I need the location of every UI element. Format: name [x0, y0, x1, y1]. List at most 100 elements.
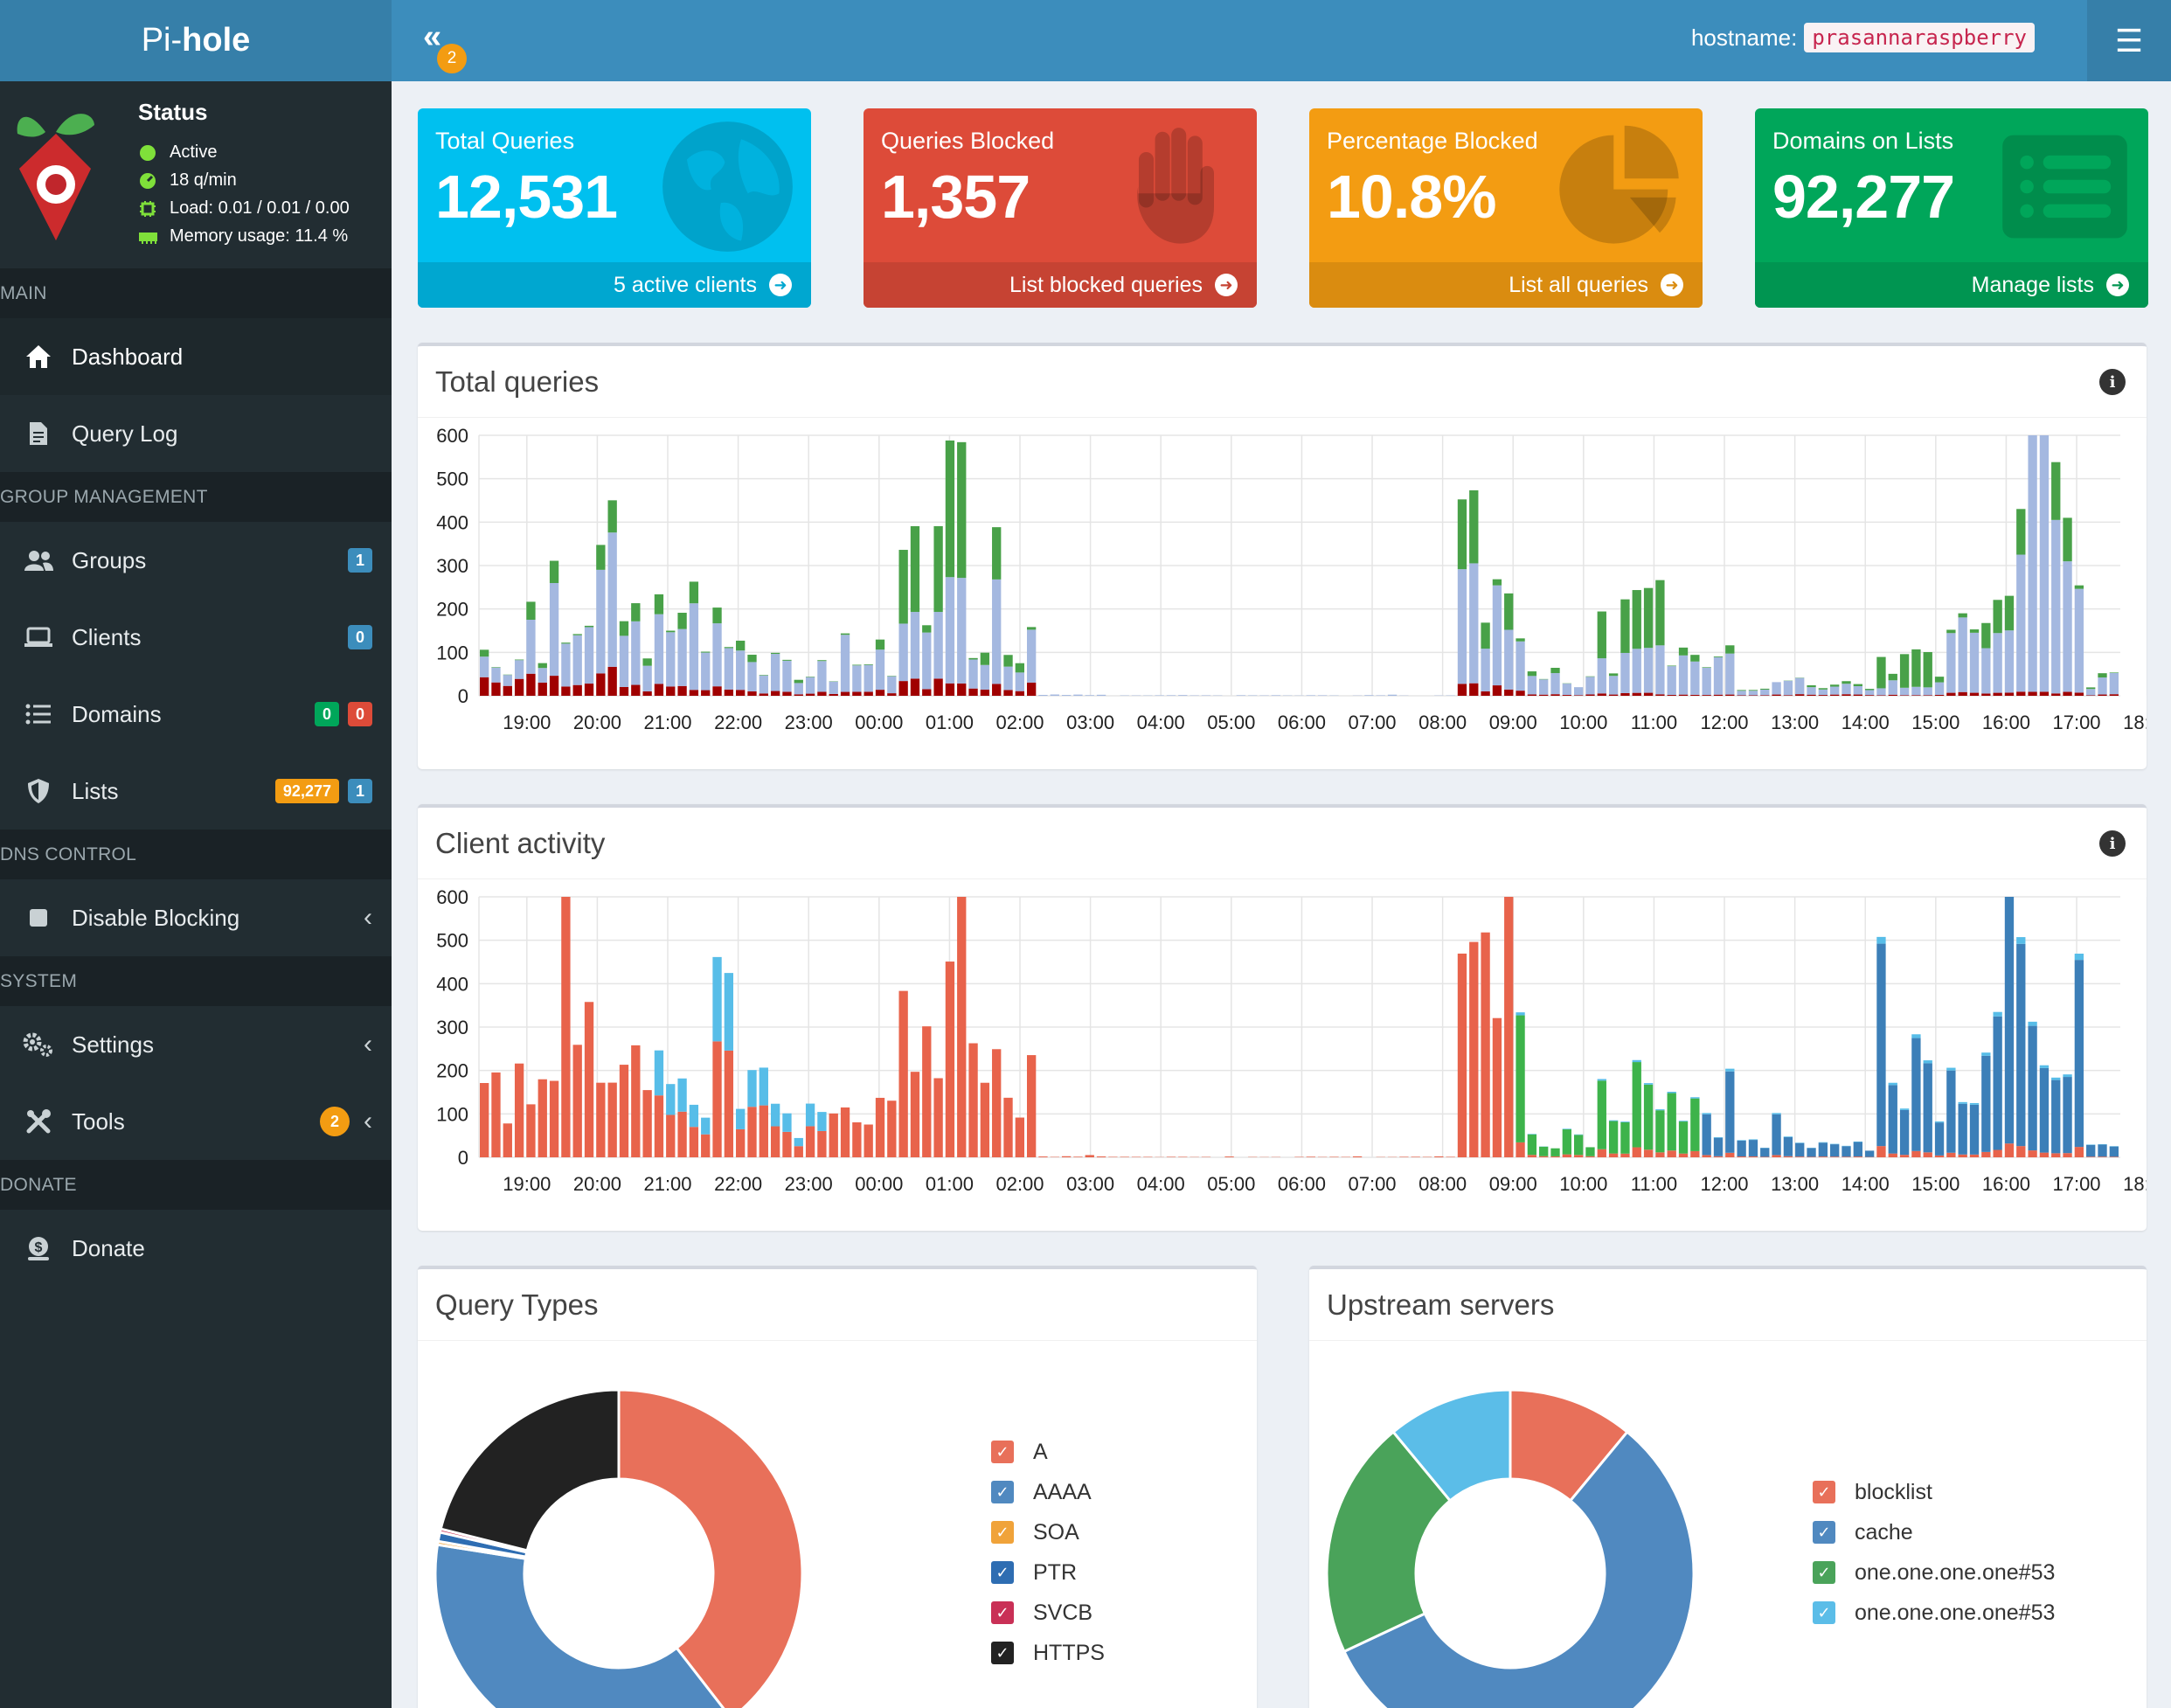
chart-bar-segment	[596, 569, 606, 674]
sidebar-item-donate[interactable]: $ Donate	[0, 1210, 392, 1287]
sidebar-item-lists[interactable]: Lists 92,277 1	[0, 753, 392, 830]
sidebar-item-settings[interactable]: Settings ‹	[0, 1006, 392, 1083]
x-tick-label: 18:00	[2123, 1173, 2147, 1195]
chart-bar-segment	[666, 1084, 676, 1115]
chart-bar-segment	[2063, 517, 2072, 562]
chart-bar-segment	[1620, 1121, 1630, 1122]
x-tick-label: 04:00	[1137, 1173, 1185, 1195]
chart-bar-segment	[2086, 695, 2096, 696]
chart-bar-segment	[794, 683, 803, 695]
sidebar-item-tools[interactable]: Tools 2 ‹	[0, 1083, 392, 1160]
chart-bar-segment	[1958, 1103, 1967, 1155]
sidebar-item-dashboard[interactable]: Dashboard	[0, 318, 392, 395]
chart-bar-segment	[933, 525, 943, 613]
info-icon[interactable]: i	[2099, 830, 2126, 857]
chart-bar-segment	[1166, 695, 1176, 696]
chart-bar-segment	[514, 678, 524, 696]
chart-bar-segment	[596, 545, 606, 570]
legend-item[interactable]: ✓ SOA	[991, 1512, 1105, 1552]
legend-item[interactable]: ✓ A	[991, 1432, 1105, 1472]
chart-bar-segment	[957, 683, 967, 696]
chart-bar-segment	[654, 684, 664, 696]
chart-bar-segment	[910, 525, 920, 613]
legend-item[interactable]: ✓ SVCB	[991, 1593, 1105, 1633]
chart-bar-segment	[1899, 687, 1910, 696]
chart-bar-segment	[712, 608, 722, 624]
chart-bar-segment	[503, 1123, 512, 1157]
chart-bar-segment	[1760, 689, 1770, 696]
sidebar-item-groups[interactable]: Groups 1	[0, 522, 392, 599]
chart-bar-segment	[1481, 932, 1490, 1157]
chart-bar-segment	[2016, 937, 2026, 944]
chart-bar-segment	[1655, 580, 1665, 646]
chart-bar-segment	[1469, 941, 1479, 1157]
chart-bar-segment	[712, 623, 722, 687]
chart-bar-segment	[1597, 611, 1606, 659]
chart-bar-segment	[1876, 688, 1886, 696]
legend-item[interactable]: ✓ blocklist	[1813, 1472, 2055, 1512]
sidebar-item-domains[interactable]: Domains 0 0	[0, 676, 392, 753]
stat-footer-link[interactable]: List all queries ➜	[1309, 262, 1703, 308]
status-rate: 18 q/min	[138, 170, 237, 191]
chart-bar-segment	[526, 620, 536, 674]
legend-label: one.one.one.one#53	[1855, 1600, 2056, 1625]
legend-label: SOA	[1033, 1519, 1079, 1545]
chart-bar-segment	[1737, 1140, 1746, 1156]
info-icon[interactable]: i	[2099, 369, 2126, 395]
chart-bar-segment	[1876, 936, 1886, 944]
legend-item[interactable]: ✓ cache	[1813, 1512, 2055, 1552]
chart-bar-segment	[607, 532, 617, 667]
chart-bar-segment	[817, 1130, 827, 1157]
chart-bar-segment	[1271, 695, 1281, 696]
chart-bar-segment	[1690, 1097, 1700, 1099]
chart-bar-segment	[1539, 679, 1549, 695]
chart-bar-segment	[503, 675, 512, 686]
chart-bar-segment	[1155, 695, 1164, 696]
legend-item[interactable]: ✓ one.one.one.one#53	[1813, 1552, 2055, 1593]
chart-bar-segment	[805, 1126, 815, 1157]
brand-logo[interactable]: Pi-hole	[0, 0, 392, 81]
chart-bar-segment	[1923, 1060, 1932, 1064]
stat-footer-link[interactable]: 5 active clients ➜	[418, 262, 811, 308]
sidebar-toggle-icon[interactable]: «	[423, 18, 442, 55]
stat-footer-link[interactable]: Manage lists ➜	[1755, 262, 2148, 308]
donut-slice	[1391, 1388, 1512, 1503]
legend-item[interactable]: ✓ PTR	[991, 1552, 1105, 1593]
chart-bar-segment	[1550, 694, 1560, 696]
chart-bar-segment	[1725, 1152, 1735, 1157]
chart-bar-segment	[1457, 499, 1467, 570]
chart-bar-segment	[1620, 1153, 1630, 1157]
y-tick-label: 400	[436, 973, 468, 995]
legend-label: AAAA	[1033, 1479, 1092, 1504]
chart-bar-segment	[1807, 1148, 1816, 1157]
stat-footer-link[interactable]: List blocked queries ➜	[864, 262, 1257, 308]
chart-bar-segment	[526, 673, 536, 696]
chart-bar-segment	[572, 684, 582, 696]
legend-item[interactable]: ✓ AAAA	[991, 1472, 1105, 1512]
chart-bar-segment	[666, 1114, 676, 1157]
legend-item[interactable]: ✓ one.one.one.one#53	[1813, 1593, 2055, 1633]
chart-bar-segment	[2004, 897, 2015, 1144]
chart-bar-segment	[1853, 1156, 1862, 1157]
chart-bar-segment	[2074, 692, 2084, 696]
sidebar-item-disable-blocking[interactable]: Disable Blocking ‹	[0, 879, 392, 956]
chart-bar-segment	[1585, 1147, 1595, 1156]
domains-allow-badge: 0	[314, 702, 339, 726]
chart-bar-segment	[980, 1082, 990, 1157]
chevron-left-icon: ‹	[364, 1030, 372, 1059]
chart-bar-segment	[1969, 629, 1980, 633]
chart-bar-segment	[1795, 1142, 1805, 1143]
hamburger-menu-icon[interactable]: ☰	[2087, 0, 2171, 81]
query-types-panel: Query Types ✓ A ✓ AAAA ✓ SOA ✓ PTR ✓ SVCB ✓ HTTPS	[418, 1266, 1257, 1708]
chart-bar-segment	[2074, 1147, 2084, 1157]
chart-bar-segment	[1818, 689, 1828, 696]
legend-item[interactable]: ✓ HTTPS	[991, 1633, 1105, 1673]
chart-bar-segment	[1760, 1156, 1770, 1157]
sidebar-item-query-log[interactable]: Query Log	[0, 395, 392, 472]
chart-bar-segment	[2109, 1146, 2119, 1157]
chart-bar-segment	[1597, 658, 1606, 694]
pihole-logo-icon	[17, 114, 94, 240]
sidebar-item-clients[interactable]: Clients 0	[0, 599, 392, 676]
stat-footer-text: List blocked queries	[1009, 272, 1203, 297]
chart-bar-segment	[770, 652, 780, 655]
